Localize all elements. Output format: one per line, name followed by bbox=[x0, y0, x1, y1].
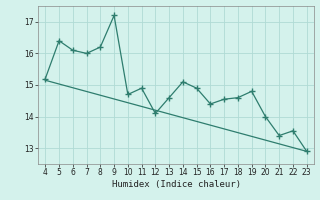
X-axis label: Humidex (Indice chaleur): Humidex (Indice chaleur) bbox=[111, 180, 241, 189]
